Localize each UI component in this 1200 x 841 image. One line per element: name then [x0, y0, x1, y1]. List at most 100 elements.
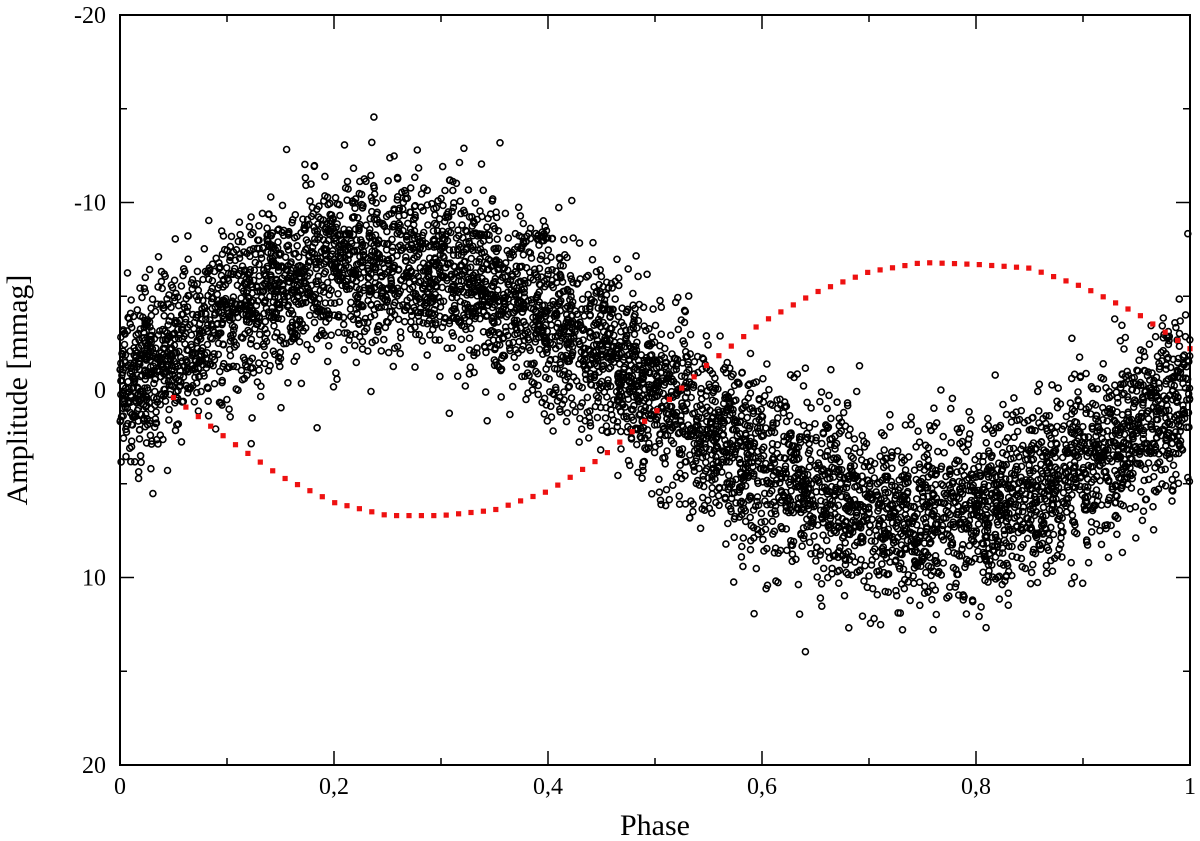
- data-point: [629, 289, 637, 298]
- data-point: [1151, 332, 1160, 341]
- data-point: [937, 571, 946, 579]
- data-point: [301, 160, 309, 169]
- data-point: [681, 372, 689, 381]
- data-point: [336, 211, 344, 220]
- data-point: [723, 519, 732, 528]
- data-point: [1172, 470, 1180, 479]
- data-point: [1032, 533, 1041, 542]
- data-point: [1143, 439, 1152, 448]
- data-point: [535, 241, 543, 249]
- data-point: [799, 382, 808, 390]
- data-point: [274, 238, 282, 246]
- data-point: [989, 546, 997, 555]
- data-point: [208, 353, 217, 361]
- data-point: [571, 327, 579, 336]
- data-point: [203, 383, 212, 392]
- data-point: [393, 251, 401, 260]
- data-point: [810, 532, 818, 540]
- data-point: [932, 515, 941, 523]
- data-point: [971, 455, 979, 464]
- data-point: [1169, 461, 1178, 470]
- data-point: [501, 259, 510, 267]
- data-point: [284, 241, 293, 250]
- data-point: [288, 310, 297, 318]
- data-point: [409, 215, 418, 224]
- data-point: [517, 243, 526, 252]
- data-point: [190, 397, 199, 406]
- data-point: [1064, 482, 1072, 491]
- data-point: [593, 413, 602, 422]
- data-point: [817, 388, 826, 396]
- data-point: [662, 485, 671, 494]
- data-point: [1027, 449, 1035, 457]
- data-point: [708, 483, 717, 492]
- data-point: [1076, 482, 1084, 491]
- data-point: [666, 331, 675, 340]
- data-point: [576, 414, 584, 423]
- data-point: [887, 481, 896, 490]
- data-point: [984, 572, 993, 580]
- data-point: [393, 229, 402, 238]
- data-point: [494, 318, 502, 326]
- data-point: [999, 400, 1007, 409]
- data-point: [386, 154, 394, 162]
- data-point: [1074, 388, 1082, 396]
- data-point: [1172, 323, 1180, 332]
- data-point: [656, 341, 664, 350]
- data-point: [445, 246, 454, 254]
- data-point: [815, 478, 823, 487]
- data-point: [118, 371, 126, 380]
- data-point: [206, 316, 214, 324]
- data-point: [1048, 381, 1056, 389]
- data-point: [657, 303, 666, 312]
- data-point: [1120, 345, 1128, 353]
- data-point: [624, 456, 633, 465]
- data-point: [295, 337, 304, 346]
- data-point: [768, 517, 777, 526]
- data-point: [261, 317, 270, 326]
- data-point: [995, 595, 1004, 603]
- data-point: [586, 311, 594, 320]
- data-point: [1118, 548, 1127, 557]
- data-point: [439, 297, 448, 306]
- data-point: [210, 379, 219, 388]
- data-point: [1121, 333, 1130, 342]
- data-point: [247, 213, 255, 221]
- data-point: [1058, 453, 1067, 462]
- data-point: [176, 377, 185, 386]
- data-point: [284, 378, 292, 387]
- data-point: [449, 332, 458, 340]
- data-point: [152, 408, 160, 416]
- data-point: [773, 440, 782, 449]
- data-point: [826, 511, 835, 520]
- data-point: [465, 317, 474, 326]
- data-point: [1036, 495, 1045, 504]
- data-point: [724, 471, 733, 480]
- data-point: [160, 376, 169, 385]
- data-point: [410, 173, 419, 182]
- data-point: [357, 200, 366, 209]
- data-point: [1023, 514, 1031, 522]
- data-point: [544, 266, 553, 275]
- data-point: [994, 440, 1002, 449]
- data-point: [1157, 466, 1166, 474]
- data-point: [614, 471, 622, 480]
- data-point: [578, 295, 587, 304]
- data-point: [643, 270, 651, 279]
- data-point: [423, 201, 432, 209]
- data-point: [562, 417, 571, 426]
- data-point: [393, 173, 402, 182]
- data-point: [1026, 579, 1035, 588]
- data-point: [696, 524, 705, 533]
- data-point: [241, 356, 249, 364]
- data-point: [393, 342, 402, 351]
- data-point: [865, 572, 873, 580]
- data-point: [327, 331, 336, 340]
- data-point: [379, 194, 387, 203]
- data-point: [799, 524, 808, 532]
- data-point: [795, 610, 804, 619]
- data-point: [305, 311, 314, 320]
- data-point: [819, 564, 828, 573]
- data-point: [198, 343, 207, 352]
- data-point: [150, 379, 158, 388]
